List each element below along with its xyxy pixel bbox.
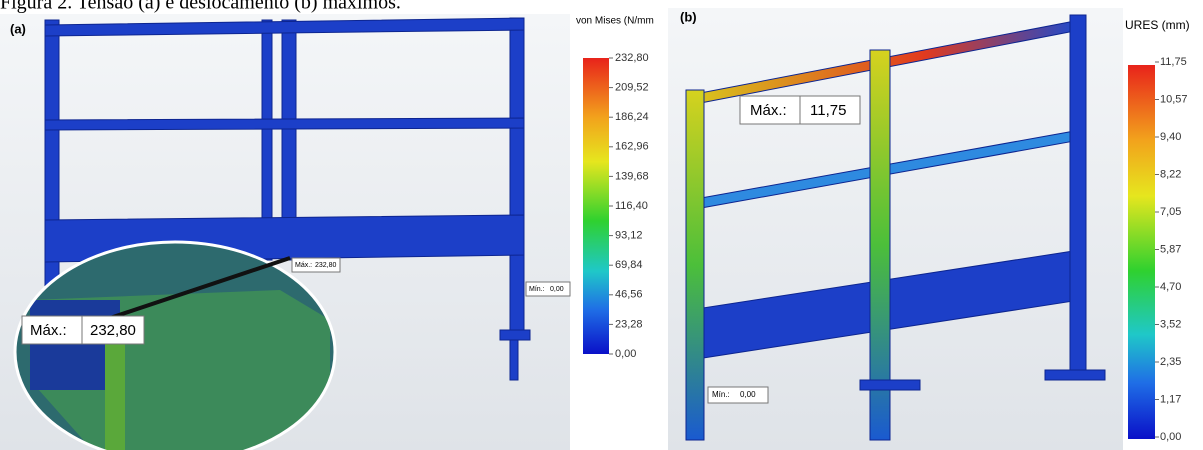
scale-label: 10,57 — [1160, 93, 1188, 105]
max-value: 11,75 — [810, 102, 846, 119]
colorbar — [583, 58, 609, 354]
scale-label: 0,00 — [1160, 431, 1181, 443]
max-label: Máx.: — [750, 102, 787, 119]
min-label: Mín.: — [529, 286, 545, 293]
max-label: Máx.: — [30, 322, 67, 339]
small-max-value: 232,80 — [315, 262, 337, 269]
max-value: 232,80 — [90, 322, 136, 339]
scale-label: 3,52 — [1160, 318, 1181, 330]
colorbar — [1128, 65, 1155, 439]
scale-label: 46,56 — [615, 289, 643, 301]
scale-label: 93,12 — [615, 230, 643, 242]
scale-label: 2,35 — [1160, 356, 1181, 368]
scale-label: 0,00 — [615, 348, 636, 360]
min-label: Mín.: — [712, 390, 730, 399]
legend-title: von Mises (N/mm — [576, 16, 654, 27]
scale-label: 116,40 — [615, 200, 648, 212]
scale-label: 11,75 — [1160, 56, 1187, 68]
small-max-label: Máx.: — [295, 262, 312, 269]
scale-label: 4,70 — [1160, 281, 1181, 293]
scale-label: 1,17 — [1160, 393, 1181, 405]
scale-label: 7,05 — [1160, 206, 1181, 218]
legend-title: URES (mm) — [1125, 18, 1190, 32]
scale-label: 5,87 — [1160, 243, 1181, 255]
min-value: 0,00 — [550, 286, 564, 293]
scale-label: 9,40 — [1160, 131, 1181, 143]
scale-label: 23,28 — [615, 318, 643, 330]
panel-b: Máx.: 11,75 Mín.: 0,00 (b) URES (mm) — [668, 8, 1190, 450]
panel-label: (b) — [680, 9, 697, 24]
scale-label: 232,80 — [615, 52, 649, 64]
scale-label: 8,22 — [1160, 168, 1181, 180]
min-value: 0,00 — [740, 390, 756, 399]
panel-a: Máx.: 232,80 Máx.: 232,80 Mín.: 0,00 (a)… — [0, 14, 654, 450]
scale-label: 69,84 — [615, 259, 643, 271]
scale-label: 162,96 — [615, 141, 649, 153]
caption: Figura 2. Tensão (a) e deslocamento (b) … — [0, 0, 401, 14]
scale-label: 139,68 — [615, 170, 649, 182]
scale-label: 209,52 — [615, 82, 649, 94]
figure: Figura 2. Tensão (a) e deslocamento (b) … — [0, 0, 1203, 450]
scale-label: 186,24 — [615, 111, 649, 123]
panel-label: (a) — [10, 21, 26, 36]
